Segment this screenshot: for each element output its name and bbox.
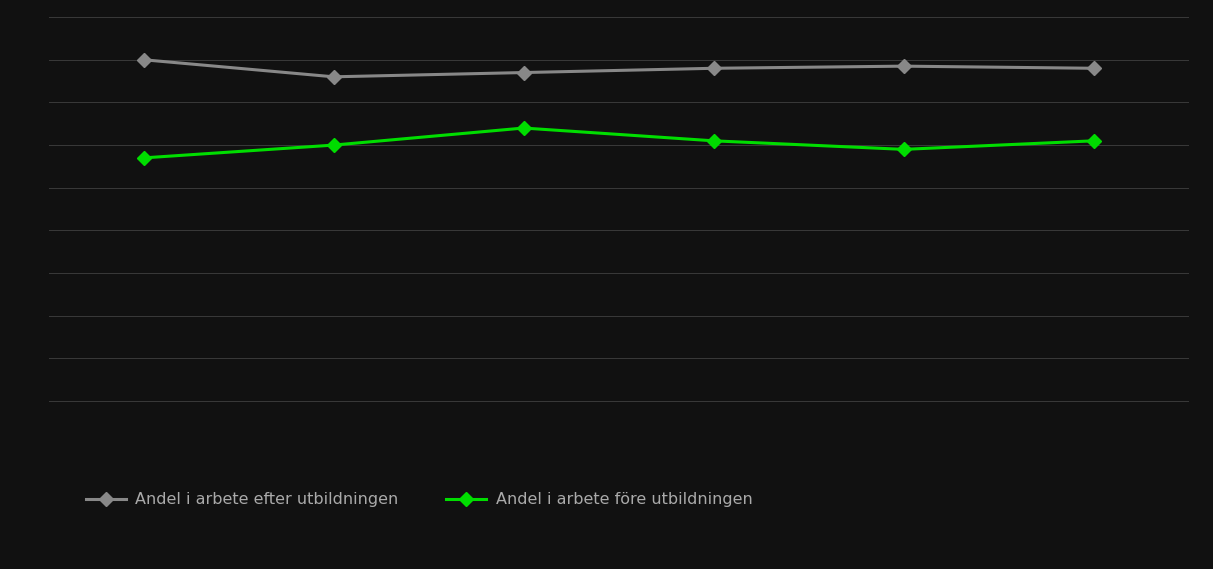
Andel i arbete efter utbildningen [326, 73, 341, 80]
Legend: Andel i arbete efter utbildningen, Andel i arbete före utbildningen: Andel i arbete efter utbildningen, Andel… [79, 486, 759, 514]
Line: Andel i arbete före utbildningen: Andel i arbete före utbildningen [138, 123, 1099, 163]
Andel i arbete efter utbildningen [896, 63, 911, 69]
Andel i arbete efter utbildningen [517, 69, 531, 76]
Andel i arbete efter utbildningen [706, 65, 721, 72]
Line: Andel i arbete efter utbildningen: Andel i arbete efter utbildningen [138, 55, 1099, 82]
Andel i arbete före utbildningen [326, 142, 341, 149]
Andel i arbete före utbildningen [517, 125, 531, 131]
Andel i arbete före utbildningen [136, 155, 150, 162]
Andel i arbete efter utbildningen [136, 56, 150, 63]
Andel i arbete före utbildningen [896, 146, 911, 153]
Andel i arbete före utbildningen [706, 138, 721, 145]
Andel i arbete före utbildningen [1087, 138, 1101, 145]
Andel i arbete efter utbildningen [1087, 65, 1101, 72]
